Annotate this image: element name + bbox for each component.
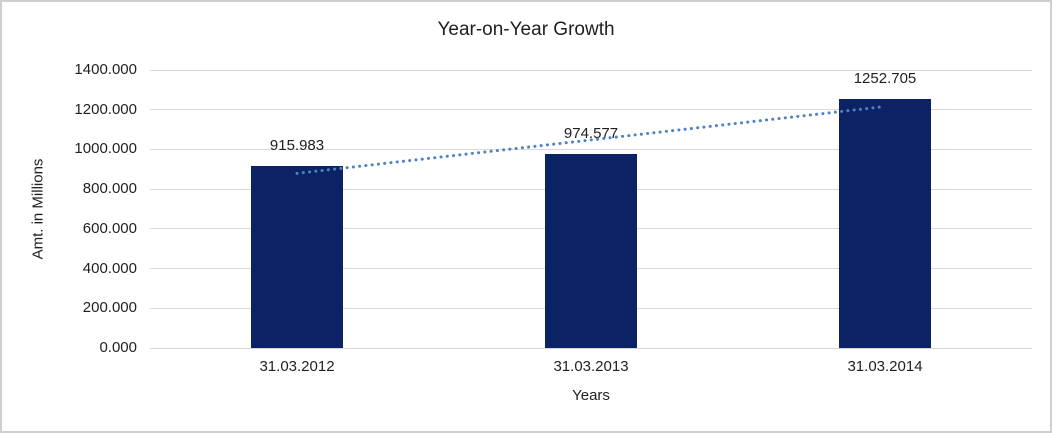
y-tick-label: 200.000 (82, 299, 137, 317)
y-tick-label: 600.000 (82, 219, 137, 237)
y-tick-label: 800.000 (82, 180, 137, 198)
y-tick-label: 1000.000 (74, 140, 137, 158)
bar-data-label: 915.983 (269, 137, 325, 155)
y-axis-title: Amt. in Millions (29, 158, 47, 260)
gridline (150, 69, 1032, 71)
bar (251, 166, 343, 348)
y-tick-label: 0.000 (99, 339, 137, 356)
x-axis-line (150, 348, 1032, 349)
x-tick-label: 31.03.2012 (259, 358, 335, 375)
y-tick-label: 400.000 (82, 259, 137, 277)
bar (839, 99, 931, 348)
chart-title: Year-on-Year Growth (437, 19, 615, 40)
bar (545, 154, 637, 348)
y-tick-label: 1400.000 (74, 61, 137, 78)
x-tick-label: 31.03.2014 (847, 358, 923, 375)
y-tick-label: 1200.000 (74, 100, 137, 118)
bar-data-label: 974.577 (563, 125, 619, 143)
x-tick-label: 31.03.2013 (553, 358, 629, 375)
x-axis-title: Years (572, 387, 610, 404)
bar-data-label: 1252.705 (853, 70, 917, 88)
plot-area: 915.983 974.577 1252.705 (150, 69, 1032, 349)
